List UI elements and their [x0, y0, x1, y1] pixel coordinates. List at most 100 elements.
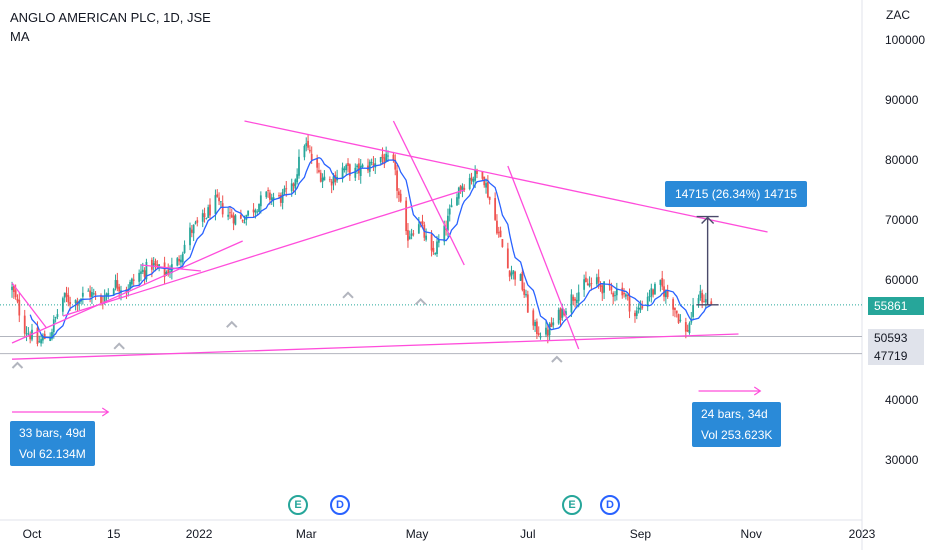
- candle-body: [192, 224, 195, 234]
- candle: [499, 226, 502, 238]
- candle-body: [285, 188, 288, 190]
- candle-body: [434, 252, 437, 255]
- candle-body: [599, 284, 602, 287]
- dividend-icon[interactable]: D: [600, 495, 620, 515]
- candle-body: [51, 331, 53, 339]
- candle: [481, 171, 484, 181]
- candle: [488, 196, 491, 205]
- candle-body: [419, 222, 422, 224]
- date-range-arrowhead: [101, 407, 110, 417]
- measure-label: 14715 (26.34%) 14715: [665, 181, 808, 207]
- candle-body: [387, 155, 389, 157]
- candle-body: [548, 323, 551, 336]
- candle: [23, 309, 26, 337]
- candle: [430, 230, 433, 257]
- candle: [154, 258, 157, 272]
- candle-body: [132, 279, 135, 281]
- candle-body: [270, 197, 273, 200]
- last-price-tag: 55861: [868, 297, 924, 315]
- candle-body: [639, 307, 642, 311]
- candle: [61, 296, 64, 316]
- candle-body: [425, 235, 428, 240]
- candle: [585, 271, 587, 283]
- candle: [370, 158, 373, 166]
- indicator-label[interactable]: MA: [10, 29, 30, 44]
- candle-body: [278, 195, 280, 197]
- candle-body: [43, 333, 46, 340]
- candle-body: [621, 287, 624, 296]
- trendline: [392, 120, 465, 266]
- candle-body: [525, 294, 527, 296]
- candle-body: [437, 239, 440, 243]
- candle: [258, 203, 260, 213]
- candle: [672, 297, 675, 317]
- candle-body: [405, 200, 408, 232]
- candle: [356, 163, 358, 174]
- candle-body: [468, 177, 471, 189]
- candle-body: [654, 284, 656, 295]
- candle: [432, 241, 435, 255]
- candle-body: [483, 176, 486, 186]
- candle: [345, 163, 348, 175]
- candle: [494, 192, 497, 221]
- candle-body: [138, 272, 141, 282]
- dividend-icon[interactable]: D: [330, 495, 350, 515]
- symbol-title[interactable]: ANGLO AMERICAN PLC, 1D, JSE: [10, 10, 211, 25]
- candle: [468, 173, 471, 191]
- candle-body: [672, 299, 675, 310]
- candle: [92, 288, 95, 296]
- candle-body: [347, 163, 349, 166]
- candle: [410, 228, 413, 240]
- candle: [650, 283, 653, 303]
- candle: [534, 319, 536, 332]
- candle-body: [488, 196, 491, 200]
- candle: [686, 324, 689, 333]
- candle-body: [410, 233, 413, 236]
- trendline: [11, 333, 739, 360]
- candle-body: [118, 286, 121, 292]
- candle: [537, 326, 540, 337]
- candle-body: [666, 290, 669, 297]
- candle-body: [229, 212, 231, 214]
- candle: [397, 188, 400, 203]
- y-tick-label: 40000: [885, 393, 919, 407]
- candle: [583, 274, 586, 297]
- candle: [230, 208, 233, 218]
- candle-body: [258, 203, 260, 212]
- candle-body: [154, 261, 157, 266]
- candle: [247, 210, 250, 217]
- candle: [56, 308, 59, 320]
- earnings-icon[interactable]: E: [562, 495, 582, 515]
- candle: [436, 235, 438, 257]
- candle-body: [103, 295, 106, 303]
- earnings-icon[interactable]: E: [288, 495, 308, 515]
- candle: [192, 224, 195, 242]
- candle: [207, 204, 210, 218]
- candle: [457, 186, 460, 205]
- candle-body: [52, 319, 55, 333]
- candle-body: [41, 336, 44, 341]
- candle: [63, 292, 66, 303]
- candle-body: [408, 236, 411, 240]
- candle: [38, 335, 41, 343]
- candle: [496, 214, 498, 235]
- candle: [648, 289, 651, 302]
- candle: [219, 201, 222, 207]
- candle-body: [614, 295, 616, 297]
- candle-body: [421, 220, 424, 224]
- candle-body: [399, 193, 402, 202]
- candle: [396, 164, 398, 199]
- candle-body: [183, 244, 186, 253]
- candle: [132, 273, 135, 286]
- candle-body: [16, 298, 19, 302]
- candle-body: [23, 315, 26, 334]
- candle-body: [690, 319, 693, 323]
- candle-body: [165, 271, 168, 275]
- candle-body: [281, 192, 284, 203]
- candle-body: [539, 336, 542, 338]
- candle-body: [659, 279, 662, 285]
- candle-body: [521, 271, 524, 290]
- candle: [574, 297, 576, 308]
